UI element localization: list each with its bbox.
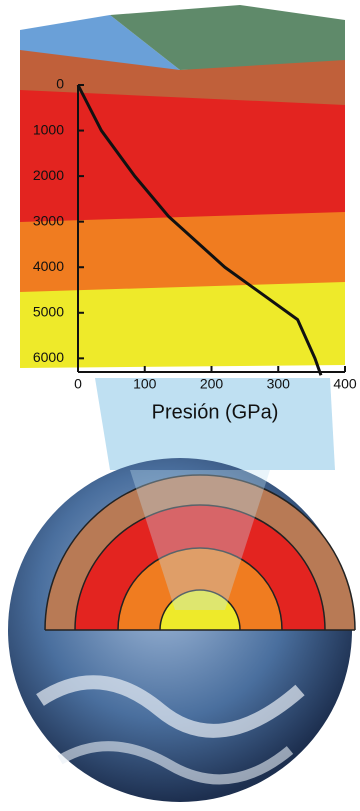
x-axis-label: Presión (GPa) bbox=[152, 401, 279, 423]
funnel bbox=[95, 378, 335, 470]
illustration: 0 1000 2000 3000 4000 5000 6000 0 100 200 300 400 P… bbox=[0, 0, 360, 811]
y-tick-label: 6000 bbox=[33, 349, 64, 365]
x-tick-label: 0 bbox=[74, 376, 82, 392]
y-tick-label: 5000 bbox=[33, 303, 64, 319]
x-tick-label: 300 bbox=[267, 376, 291, 392]
y-tick-label: 3000 bbox=[33, 212, 64, 228]
globe bbox=[8, 458, 355, 802]
y-tick-label: 1000 bbox=[33, 121, 64, 137]
y-tick-label: 0 bbox=[56, 76, 64, 92]
earth-block bbox=[20, 5, 345, 368]
y-tick-label: 4000 bbox=[33, 258, 64, 274]
x-tick-label: 200 bbox=[200, 376, 224, 392]
y-tick-label: 2000 bbox=[33, 167, 64, 183]
x-tick-label: 100 bbox=[133, 376, 157, 392]
x-tick-label: 400 bbox=[333, 376, 357, 392]
